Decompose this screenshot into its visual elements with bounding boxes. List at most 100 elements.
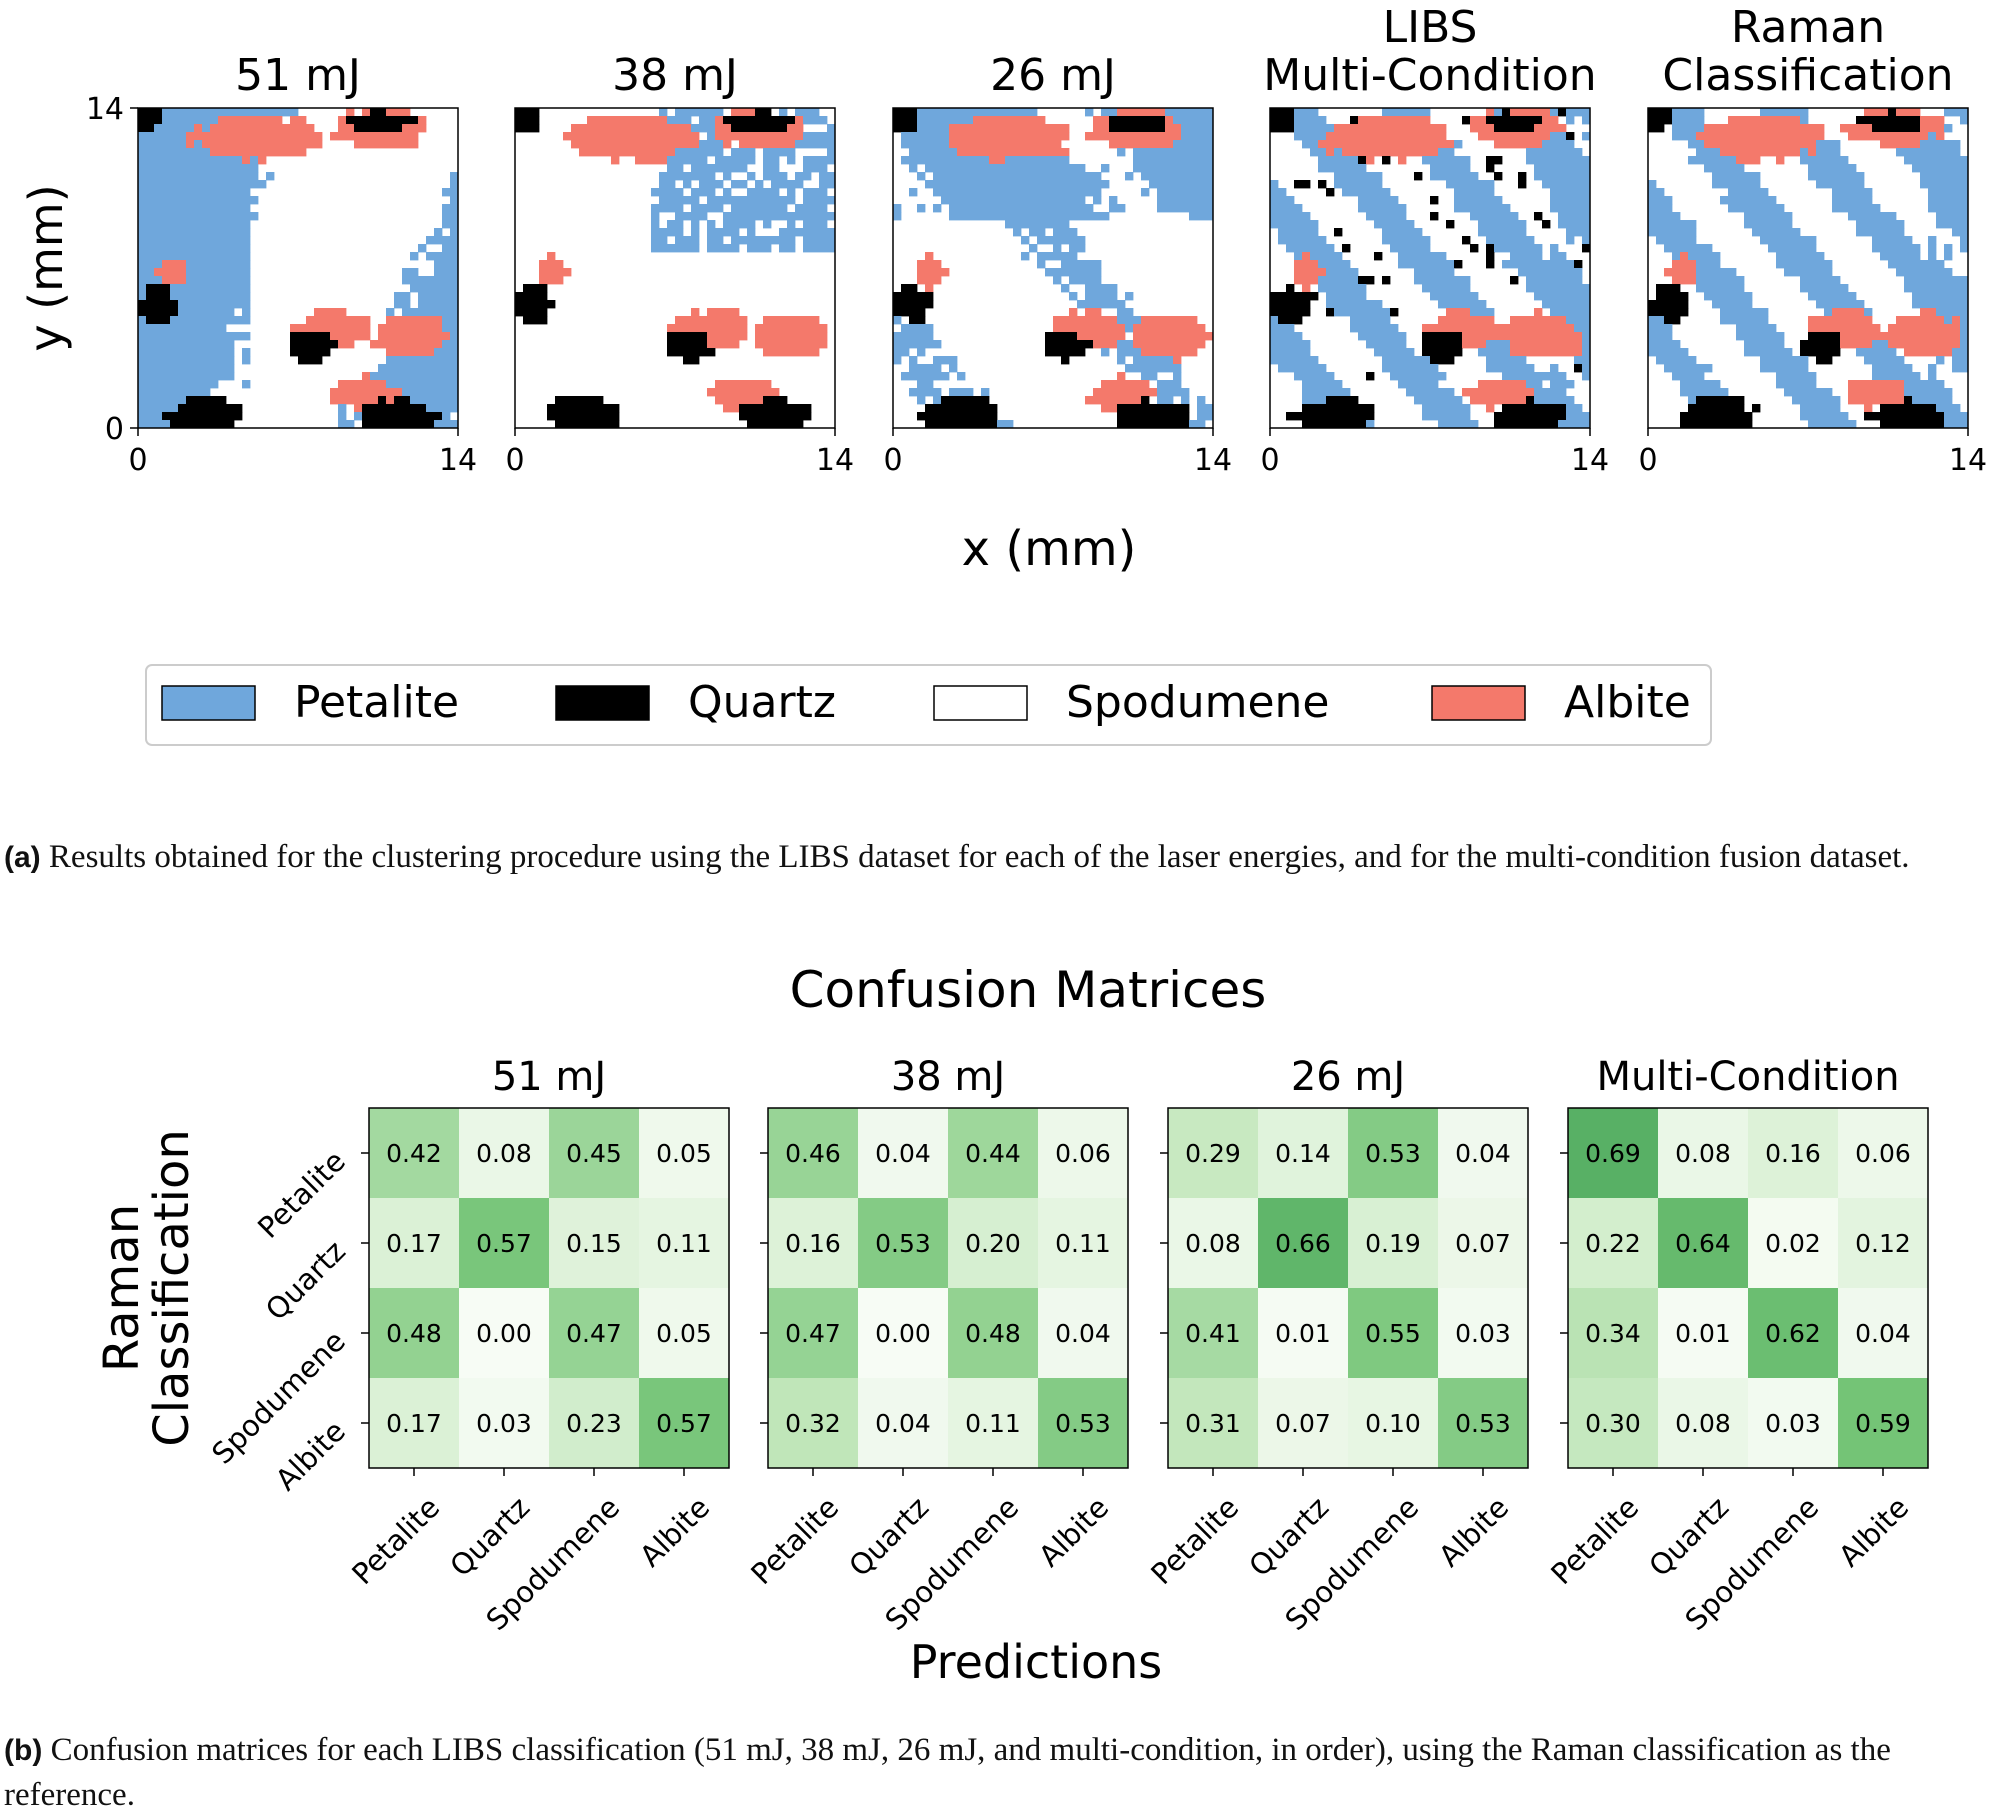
map-cell — [218, 116, 283, 125]
map-cell — [1406, 388, 1455, 397]
map-cell — [707, 388, 780, 397]
map-cell — [1173, 372, 1182, 381]
map-cell — [1672, 116, 1705, 125]
map-cell — [1728, 204, 1785, 213]
map-cell — [803, 164, 828, 173]
cell-value-label: 0.08 — [1675, 1409, 1731, 1438]
map-cell — [893, 356, 902, 365]
x-axis-label: Predictions — [910, 1635, 1162, 1689]
map-cell — [338, 340, 355, 349]
matrix-cell — [1258, 1378, 1349, 1469]
map-cell — [515, 292, 548, 301]
map-cell — [1800, 156, 1849, 165]
map-cell — [1045, 332, 1078, 341]
map-cell — [1430, 164, 1471, 173]
cell-value-label: 0.06 — [1055, 1139, 1111, 1168]
map-cell — [1736, 332, 1785, 341]
map-cell — [659, 196, 700, 205]
matrix-cell — [768, 1198, 859, 1289]
map-cell — [1157, 188, 1214, 197]
map-cell — [1664, 316, 1681, 325]
map-cell — [1680, 420, 1753, 429]
x-tick-label: 0 — [128, 443, 147, 478]
map-cell — [1582, 372, 1591, 381]
map-cell — [1486, 236, 1535, 245]
map-cell — [1550, 196, 1591, 205]
map-cell — [138, 188, 251, 197]
map-cell — [1534, 396, 1575, 405]
map-cell — [1053, 316, 1118, 325]
cell-value-label: 0.48 — [965, 1319, 1021, 1348]
map-cell — [434, 348, 459, 357]
map-cell — [1832, 204, 1881, 213]
map-cell — [1566, 236, 1575, 245]
map-cell — [917, 276, 942, 285]
map-cell — [178, 308, 235, 317]
map-cell — [1270, 180, 1279, 189]
map-cell — [1286, 244, 1335, 253]
map-cell — [539, 268, 572, 277]
map-cell — [1656, 236, 1697, 245]
map-cell — [1270, 212, 1311, 221]
matrix-cell — [1748, 1108, 1839, 1199]
cell-value-label: 0.03 — [476, 1409, 532, 1438]
map-cell — [1736, 156, 1761, 165]
map-cell — [1648, 220, 1697, 229]
map-cell — [1582, 132, 1591, 141]
matrix-cell — [549, 1378, 640, 1469]
map-cell — [1302, 252, 1311, 261]
map-cell — [1454, 260, 1463, 269]
map-cell — [1550, 132, 1567, 141]
map-cell — [1278, 236, 1327, 245]
map-cell — [386, 108, 411, 117]
map-cell — [909, 148, 958, 157]
map-cell — [162, 116, 219, 125]
map-cell — [1534, 124, 1567, 133]
map-cell — [1342, 244, 1351, 253]
map-cell — [1270, 332, 1303, 341]
map-cell — [138, 220, 251, 229]
cell-value-label: 0.05 — [656, 1139, 712, 1168]
map-cell — [1680, 388, 1729, 397]
map-cell — [1542, 220, 1551, 229]
map-cell — [523, 316, 548, 325]
map-cell — [763, 148, 796, 157]
map-cell — [1960, 340, 1969, 349]
map-cell — [949, 212, 1110, 221]
map-cell — [675, 212, 708, 221]
map-cell — [186, 132, 323, 141]
map-cell — [1422, 404, 1471, 413]
x-tick-label: 0 — [883, 443, 902, 478]
map-cell — [1398, 156, 1407, 165]
map-cell — [1278, 364, 1327, 373]
map-cell — [1422, 348, 1463, 357]
legend-swatch — [161, 685, 256, 721]
map-cell — [1558, 212, 1591, 221]
map-cell — [819, 172, 836, 181]
map-cell — [539, 276, 564, 285]
matrix-cell — [1438, 1378, 1529, 1469]
map-cell — [1141, 188, 1150, 197]
map-cell — [1936, 356, 1945, 365]
map-cell — [138, 332, 251, 341]
map-cell — [1672, 132, 1697, 141]
legend-label: Quartz — [688, 677, 836, 728]
map-cell — [893, 300, 934, 309]
map-cell — [763, 172, 788, 181]
map-cell — [1470, 124, 1495, 133]
map-cell — [1582, 364, 1591, 373]
map-cell — [667, 348, 716, 357]
map-cell — [1952, 316, 1961, 325]
map-cell — [394, 300, 411, 309]
map-cell — [667, 164, 684, 173]
map-cell — [1454, 188, 1495, 197]
map-cell — [1904, 388, 1953, 397]
map-cell — [1566, 132, 1575, 141]
map-cell — [1270, 108, 1295, 117]
map-cell — [1502, 404, 1567, 413]
map-cell — [917, 268, 950, 277]
x-tick-label: Petalite — [744, 1490, 845, 1591]
map-cell — [1093, 124, 1110, 133]
map-cell — [691, 188, 716, 197]
map-cell — [763, 396, 788, 405]
